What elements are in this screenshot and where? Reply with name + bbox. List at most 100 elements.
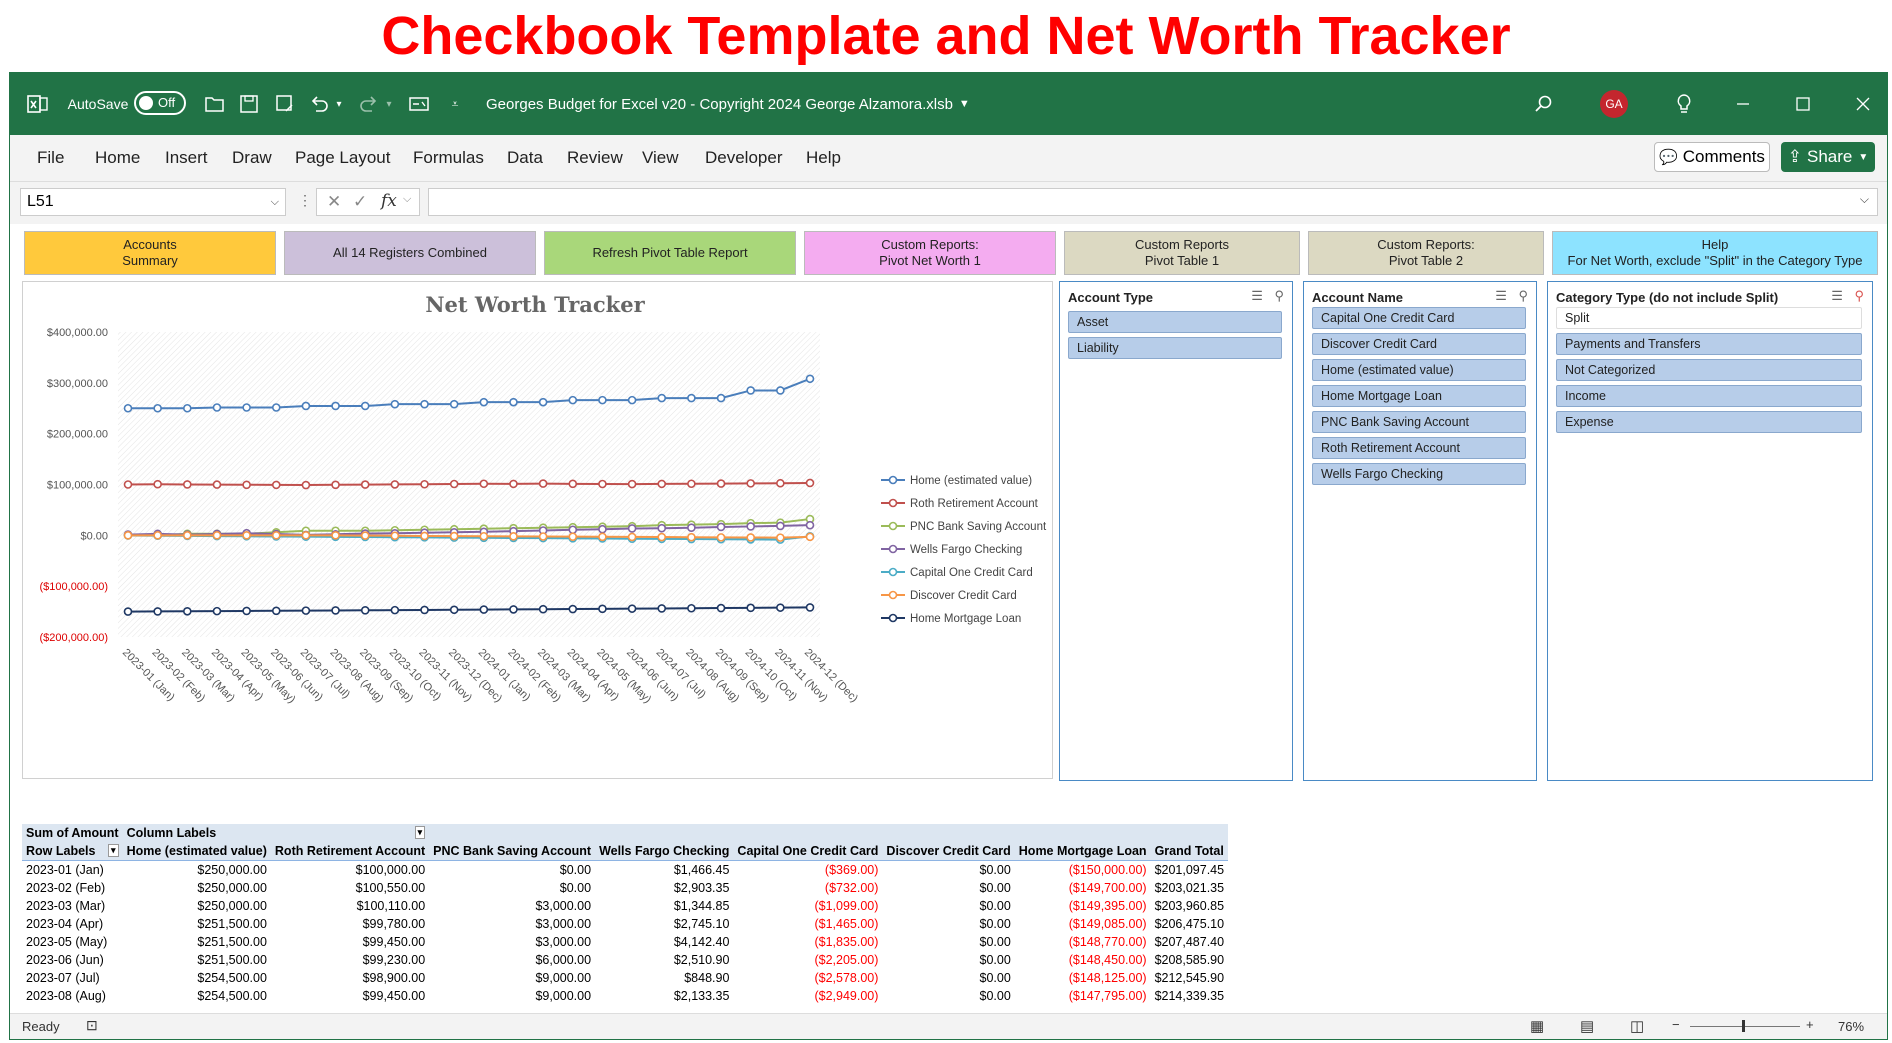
value-cell[interactable]: $1,344.85 <box>673 899 730 913</box>
value-cell[interactable]: $99,780.00 <box>362 917 426 931</box>
zoom-level[interactable]: 76% <box>1838 1019 1865 1034</box>
value-cell[interactable]: $9,000.00 <box>535 971 592 985</box>
value-cell[interactable]: $100,550.00 <box>355 881 426 895</box>
lightbulb-icon[interactable] <box>1670 73 1698 135</box>
value-cell[interactable]: $0.00 <box>559 881 592 895</box>
value-cell[interactable]: $0.00 <box>979 917 1011 931</box>
value-cell[interactable]: $206,475.10 <box>1154 917 1225 931</box>
value-cell[interactable]: $251,500.00 <box>197 953 267 967</box>
all-registers-combined-button[interactable]: All 14 Registers Combined <box>284 231 536 275</box>
tab-home[interactable]: Home <box>95 148 141 167</box>
value-cell[interactable]: $848.90 <box>684 971 730 985</box>
clear-filter-icon[interactable]: ⚲ <box>1518 288 1528 303</box>
redo-icon[interactable] <box>356 73 382 135</box>
value-cell[interactable]: $203,960.85 <box>1154 899 1225 913</box>
value-cell[interactable]: $3,000.00 <box>535 935 592 949</box>
worksheet[interactable]: Accounts Summary All 14 Registers Combin… <box>10 224 1887 1013</box>
slicer-item[interactable]: Income <box>1556 385 1862 407</box>
value-cell[interactable]: $254,500.00 <box>197 971 267 985</box>
row-label-cell[interactable]: 2023-01 (Jan) <box>26 863 104 877</box>
cancel-icon[interactable]: ✕ <box>327 192 342 211</box>
slicer-item[interactable]: Capital One Credit Card <box>1312 307 1526 329</box>
value-cell[interactable]: ($149,085.00) <box>1068 917 1147 931</box>
row-label-cell[interactable]: 2023-02 (Feb) <box>26 881 106 895</box>
zoom-out-icon[interactable]: − <box>1672 1017 1680 1032</box>
value-cell[interactable]: ($732.00) <box>824 881 879 895</box>
redo-dropdown-icon[interactable]: ▾ <box>386 98 392 110</box>
tab-data[interactable]: Data <box>507 148 543 167</box>
slicer-item[interactable]: Home (estimated value) <box>1312 359 1526 381</box>
pivot-table-2-button[interactable]: Custom Reports: Pivot Table 2 <box>1308 231 1544 275</box>
value-cell[interactable]: $251,500.00 <box>197 935 267 949</box>
open-folder-icon[interactable] <box>202 73 228 135</box>
value-cell[interactable]: $2,133.35 <box>673 989 730 1003</box>
row-label-cell[interactable]: 2023-03 (Mar) <box>26 899 106 913</box>
value-cell[interactable]: $214,339.35 <box>1154 989 1225 1003</box>
expand-formula-chevron-down-icon[interactable]: ⌵ <box>1859 192 1869 206</box>
value-cell[interactable]: ($149,395.00) <box>1068 899 1147 913</box>
slicer-item[interactable]: Home Mortgage Loan <box>1312 385 1526 407</box>
tab-developer[interactable]: Developer <box>705 148 783 167</box>
undo-icon[interactable] <box>306 73 332 135</box>
row-label-cell[interactable]: 2023-04 (Apr) <box>26 917 104 931</box>
tab-formulas[interactable]: Formulas <box>413 148 484 167</box>
save-icon[interactable] <box>236 73 262 135</box>
value-cell[interactable]: ($1,099.00) <box>814 899 879 913</box>
multi-select-icon[interactable]: ☰ <box>1251 288 1263 303</box>
column-labels[interactable]: Column Labels ▾ <box>122 824 430 842</box>
value-cell[interactable]: $250,000.00 <box>197 881 267 895</box>
slicer-item[interactable]: Roth Retirement Account <box>1312 437 1526 459</box>
value-cell[interactable]: ($2,578.00) <box>814 971 879 985</box>
refresh-pivot-button[interactable]: Refresh Pivot Table Report <box>544 231 796 275</box>
value-cell[interactable]: $0.00 <box>979 863 1011 877</box>
autosave-toggle[interactable]: Off <box>134 91 186 115</box>
value-cell[interactable]: $1,466.45 <box>673 863 730 877</box>
value-cell[interactable]: $99,450.00 <box>362 989 426 1003</box>
slicer-item[interactable]: Wells Fargo Checking <box>1312 463 1526 485</box>
value-cell[interactable]: ($150,000.00) <box>1068 863 1147 877</box>
name-box-chevron-down-icon[interactable]: ⌵ <box>270 196 279 208</box>
value-cell[interactable]: $0.00 <box>979 935 1011 949</box>
row-labels[interactable]: Row Labels ▾ <box>22 842 123 861</box>
slicer-item[interactable]: PNC Bank Saving Account <box>1312 411 1526 433</box>
value-cell[interactable]: ($1,835.00) <box>814 935 879 949</box>
value-cell[interactable]: $208,585.90 <box>1154 953 1225 967</box>
clear-filter-icon[interactable]: ⚲ <box>1854 288 1864 303</box>
value-cell[interactable]: $0.00 <box>979 971 1011 985</box>
value-cell[interactable]: $6,000.00 <box>535 953 592 967</box>
share-button[interactable]: ⇪ Share ▼ <box>1781 142 1875 172</box>
slicer-item[interactable]: Split <box>1556 307 1862 329</box>
value-cell[interactable]: $0.00 <box>979 899 1011 913</box>
comments-button[interactable]: 💬 Comments <box>1654 142 1770 172</box>
accounts-summary-button[interactable]: Accounts Summary <box>24 231 276 275</box>
row-label-cell[interactable]: 2023-07 (Jul) <box>26 971 100 985</box>
value-cell[interactable]: $0.00 <box>559 863 592 877</box>
slicer-item[interactable]: Not Categorized <box>1556 359 1862 381</box>
row-label-cell[interactable]: 2023-06 (Jun) <box>26 953 104 967</box>
fx-chevron-down-icon[interactable]: ⌵ <box>403 193 412 205</box>
pivot-net-worth-button[interactable]: Custom Reports: Pivot Net Worth 1 <box>804 231 1056 275</box>
save-as-icon[interactable] <box>272 73 298 135</box>
clear-filter-icon[interactable]: ⚲ <box>1274 288 1284 303</box>
slicer-item[interactable]: Liability <box>1068 337 1282 359</box>
value-cell[interactable]: $201,097.45 <box>1154 863 1225 877</box>
value-cell[interactable]: $2,903.35 <box>673 881 730 895</box>
value-cell[interactable]: ($148,450.00) <box>1068 953 1147 967</box>
tab-review[interactable]: Review <box>567 148 623 167</box>
row-label-cell[interactable]: 2023-08 (Aug) <box>26 989 106 1003</box>
value-cell[interactable]: $207,487.40 <box>1154 935 1225 949</box>
enter-check-icon[interactable]: ✓ <box>353 192 368 211</box>
value-cell[interactable]: $0.00 <box>979 953 1011 967</box>
undo-dropdown-icon[interactable]: ▾ <box>336 98 342 110</box>
net-worth-chart[interactable]: Net Worth Tracker $400,000.00 $300,000.00… <box>22 281 1053 779</box>
value-cell[interactable]: $2,510.90 <box>673 953 730 967</box>
value-cell[interactable]: $212,545.90 <box>1154 971 1225 985</box>
maximize-icon[interactable] <box>1788 73 1818 135</box>
tab-page-layout[interactable]: Page Layout <box>295 148 391 167</box>
value-cell[interactable]: ($149,700.00) <box>1068 881 1147 895</box>
help-button[interactable]: Help For Net Worth, exclude "Split" in t… <box>1552 231 1878 275</box>
value-cell[interactable]: $98,900.00 <box>362 971 426 985</box>
tab-view[interactable]: View <box>642 148 679 167</box>
formula-input[interactable]: ⌵ <box>428 188 1878 216</box>
zoom-slider[interactable] <box>1690 1026 1800 1027</box>
